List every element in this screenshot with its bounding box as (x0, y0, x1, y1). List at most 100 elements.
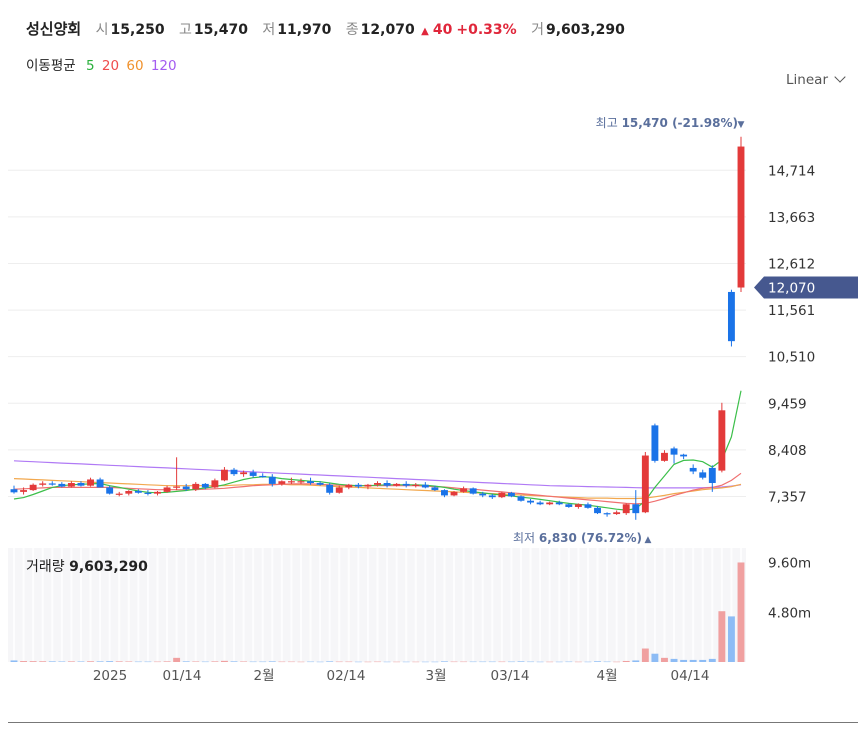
volume-stripe (491, 548, 494, 662)
volume-stripe (261, 548, 264, 662)
volume-stripe (692, 548, 695, 662)
volume-bar (240, 661, 248, 662)
stock-name: 성신양회 (26, 20, 82, 38)
change-up-arrow-icon: ▲ (421, 26, 429, 37)
volume-stripe (682, 548, 685, 662)
volume-stripe (586, 548, 589, 662)
volume-bar (173, 657, 181, 662)
candle-body (77, 483, 85, 486)
volume-value: 9,603,290 (546, 22, 625, 38)
low-label: 저 (262, 22, 276, 38)
candle-body (613, 512, 621, 515)
candle-body (737, 146, 745, 288)
ma5-legend: 5 (85, 58, 95, 74)
high-label: 고 (179, 22, 192, 38)
candle-body (268, 476, 276, 484)
volume-bar (421, 661, 429, 663)
candle-body (297, 481, 305, 483)
candle-body (622, 504, 630, 514)
volume-bar (574, 661, 582, 663)
volume-stripe (41, 548, 44, 662)
y-tick-label: 10,510 (768, 350, 815, 366)
candle-body (326, 484, 334, 493)
volume-bar (58, 661, 66, 662)
volume-bar (718, 611, 726, 662)
volume-stripe (558, 548, 561, 662)
volume-stripe (510, 548, 513, 662)
candle-body (488, 495, 496, 498)
candle-body (689, 467, 697, 472)
volume-stripe (271, 548, 274, 662)
volume-stripe (711, 548, 714, 662)
volume-stripe (213, 548, 216, 662)
volume-bar (498, 661, 506, 663)
volume-bar (670, 658, 678, 662)
moving-average-legend[interactable]: 이동평균 5 20 60 120 (26, 54, 180, 74)
volume-stripe (606, 548, 609, 662)
volume-stripe (663, 548, 666, 662)
volume-stripe (615, 548, 618, 662)
volume-bar (326, 661, 334, 662)
volume-bar (689, 659, 697, 662)
volume-bar (211, 661, 219, 662)
candle-body (431, 487, 439, 491)
candle-body (201, 483, 209, 488)
candle-body (10, 489, 18, 493)
candle-body (173, 486, 181, 488)
volume-stripe (127, 548, 130, 662)
candle-body (661, 452, 668, 461)
volume-stripe (146, 548, 149, 662)
candle-body (240, 472, 248, 475)
scale-dropdown-label: Linear (786, 72, 828, 88)
candle-body (58, 483, 66, 487)
volume-bar (450, 661, 458, 663)
volume-bar (555, 661, 563, 663)
candle-body (307, 481, 314, 484)
volume-bar (594, 661, 601, 662)
x-tick-label: 02/14 (327, 668, 366, 684)
volume-bar (10, 660, 18, 662)
volume-bar (536, 661, 544, 663)
volume-stripe (548, 548, 551, 662)
volume-stripe (309, 548, 312, 662)
y-tick-label: 7,357 (768, 489, 807, 505)
volume-bar (230, 661, 238, 662)
open-label: 시 (95, 22, 109, 38)
candle-body (115, 493, 123, 495)
candle-body (546, 502, 554, 505)
candle-body (20, 490, 28, 492)
volume-stripe (79, 548, 82, 662)
volume-bar (565, 661, 573, 663)
volume-stripe (242, 548, 245, 662)
candle-body (699, 472, 707, 478)
candle-body (527, 500, 534, 503)
max-down-arrow-icon: ▼ (738, 120, 745, 130)
volume-bar (383, 661, 391, 663)
candle-body (354, 484, 362, 487)
volume-bar (507, 661, 515, 663)
volume-bar (479, 661, 487, 663)
candle-body (641, 455, 649, 513)
candle-body (718, 410, 726, 471)
volume-bar (163, 661, 171, 662)
candle-body (48, 483, 56, 485)
candle-body (498, 492, 506, 498)
scale-dropdown[interactable]: Linear (786, 71, 846, 88)
candle-body (727, 291, 735, 342)
current-price-label: 12,070 (768, 281, 815, 297)
volume-label: 거 (531, 22, 544, 38)
volume-stripe (577, 548, 580, 662)
candle-body (67, 483, 75, 487)
volume-bar (364, 661, 372, 663)
volume-stripe (194, 548, 197, 662)
volume-bar (201, 661, 209, 663)
volume-bar (546, 661, 554, 663)
volume-stripe (443, 548, 446, 662)
volume-stripe (366, 548, 369, 662)
volume-stripe (252, 548, 255, 662)
stock-header: 성신양회 시 15,250 고 15,470 저 11,970 종 12,070 ▲ 40… (26, 18, 635, 39)
volume-bar (115, 661, 123, 662)
candle-body (651, 425, 659, 461)
volume-bar (278, 661, 286, 663)
